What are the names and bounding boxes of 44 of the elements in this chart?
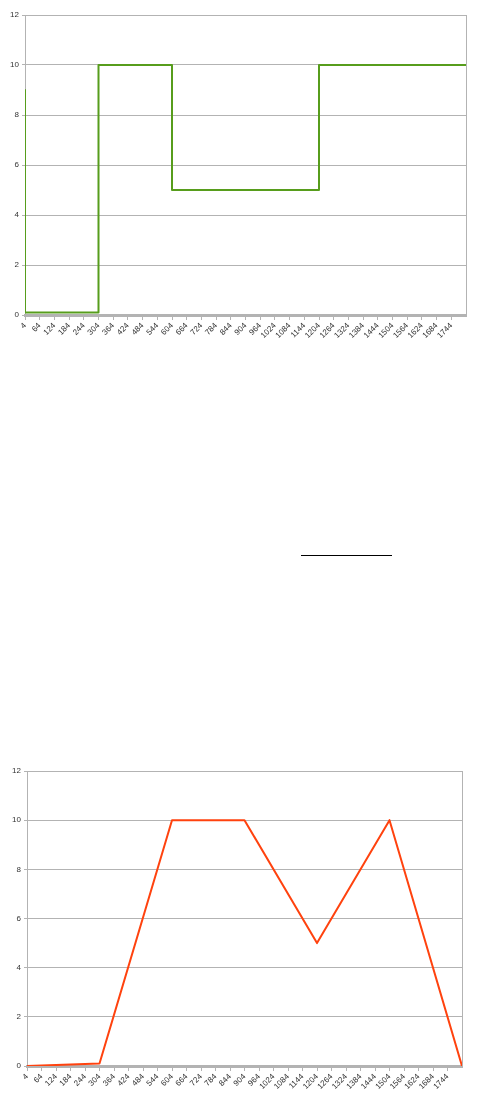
x-tick-label: 784 (203, 320, 220, 337)
x-tick-label: 304 (86, 1071, 103, 1088)
x-tick-label: 904 (232, 320, 249, 337)
x-tick-label: 544 (144, 320, 161, 337)
x-tick-label: 124 (41, 320, 58, 337)
x-tick-label: 604 (159, 320, 176, 337)
y-tick-label: 2 (14, 260, 20, 270)
x-tick-label: 64 (31, 1071, 45, 1085)
x-tick-label: 904 (231, 1071, 248, 1088)
y-tick-label: 0 (14, 310, 20, 320)
x-tick-label: 424 (115, 1071, 132, 1088)
x-tick-label: 544 (144, 1071, 161, 1088)
x-tick-label: 184 (56, 320, 73, 337)
y-tick-label: 4 (16, 962, 22, 972)
x-tick-label: 484 (130, 1071, 147, 1088)
y-tick-label: 12 (12, 766, 22, 776)
x-tick-label: 244 (70, 320, 88, 337)
x-tick-label: 304 (85, 320, 102, 337)
y-tick-label: 8 (16, 864, 22, 874)
x-tick-label: 64 (30, 320, 44, 334)
x-tick-label: 424 (115, 320, 132, 337)
y-tick-label: 4 (14, 210, 20, 220)
x-tick-label: 724 (188, 320, 205, 337)
x-tick-label: 364 (100, 320, 117, 337)
x-tick-label: 724 (188, 1071, 205, 1088)
x-tick-label: 244 (72, 1071, 89, 1088)
x-tick-label: 184 (57, 1071, 74, 1088)
x-tick-label: 784 (202, 1071, 219, 1088)
x-tick-label: 604 (159, 1071, 176, 1088)
y-tick-label: 12 (10, 10, 20, 20)
y-tick-label: 10 (10, 60, 20, 70)
x-tick-label: 484 (129, 320, 146, 337)
x-tick-label: 844 (217, 320, 235, 337)
x-tick-label: 844 (217, 1071, 234, 1088)
y-tick-label: 8 (14, 110, 20, 120)
y-tick-label: 6 (16, 913, 22, 923)
x-tick-label: 664 (173, 1071, 190, 1088)
x-tick-label: 124 (43, 1071, 60, 1088)
y-tick-label: 6 (14, 160, 20, 170)
x-tick-label: 364 (101, 1071, 118, 1088)
y-tick-label: 2 (16, 1012, 22, 1022)
y-tick-label: 0 (16, 1061, 22, 1071)
x-tick-label: 664 (173, 320, 191, 337)
y-tick-label: 10 (12, 815, 22, 825)
